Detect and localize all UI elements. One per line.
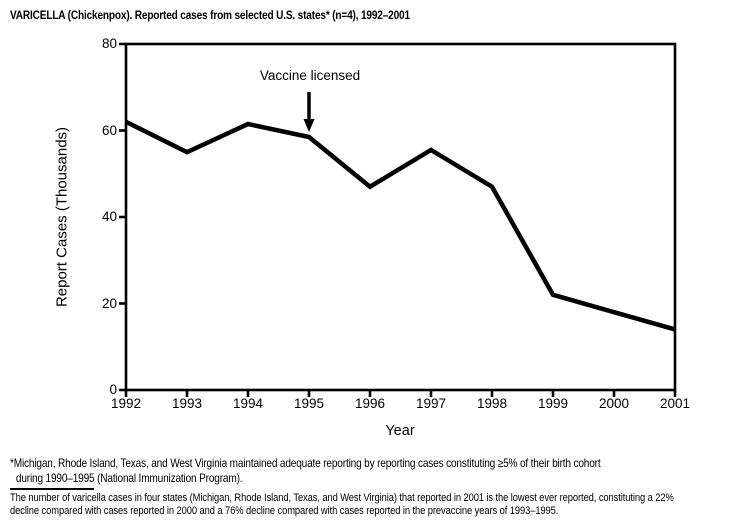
x-axis-label: Year [385,423,415,439]
x-tick-label: 1999 [537,396,569,411]
x-tick-label: 1995 [293,396,325,411]
chart-title: VARICELLA (Chickenpox). Reported cases f… [10,8,410,22]
footnote-decline: The number of varicella cases in four st… [10,492,674,518]
x-tick-label: 1998 [476,396,508,411]
x-tick-label: 1994 [232,396,264,411]
x-tick-label: 1992 [110,396,142,411]
footnote-birth-cohort-line1: *Michigan, Rhode Island, Texas, and West… [10,456,601,470]
cases-line [124,119,676,332]
footnote-birth-cohort: *Michigan, Rhode Island, Texas, and West… [10,456,601,486]
annotation-vaccine-licensed: Vaccine licensed [259,68,361,83]
footnote-decline-line1: The number of varicella cases in four st… [10,492,674,504]
footnote-decline-line2: decline compared with cases reported in … [10,505,559,517]
x-tick-label: 2000 [598,396,630,411]
y-tick-label: 0 [109,382,117,397]
y-tick-label: 40 [101,209,117,224]
x-tick-label: 1997 [415,396,447,411]
x-tick-label: 1993 [171,396,203,411]
plot-frame [124,42,677,392]
annotation-arrow-head [303,119,315,132]
x-tick-label: 2001 [659,396,691,411]
x-tick-label: 1996 [354,396,386,411]
y-tick-label: 80 [101,36,117,51]
y-tick-label: 20 [101,295,117,311]
y-tick-label: 60 [101,122,117,138]
footnote-birth-cohort-line2: during 1990–1995 (National Immunization … [15,471,243,485]
footnote-divider [10,488,94,490]
y-axis-label: Report Cases (Thousands) [53,126,71,308]
